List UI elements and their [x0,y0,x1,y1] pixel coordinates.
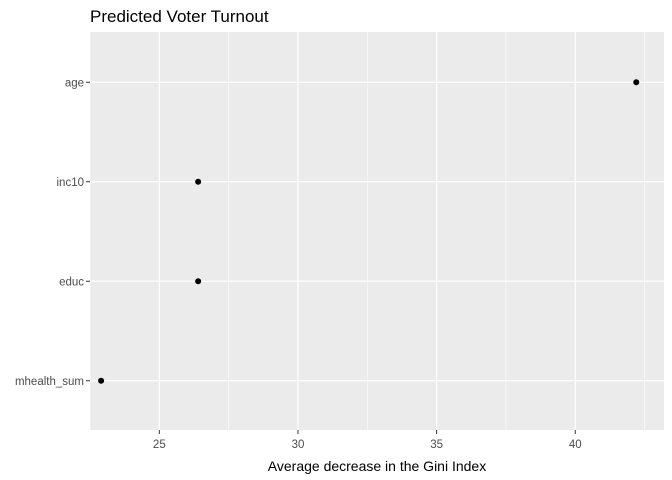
x-tick-label: 30 [292,439,305,451]
major-gridlines [90,32,664,430]
x-tick-label: 40 [569,439,582,451]
point-educ [195,278,202,285]
x-tick-labels: 25 30 35 40 [153,439,582,451]
y-tick-labels: mhealth_sum educ inc10 age [15,77,84,388]
minor-gridlines [89,32,645,430]
x-tick-label: 35 [430,439,443,451]
x-tick-label: 25 [153,439,166,451]
data-points [98,79,640,384]
point-mhealth_sum [98,377,105,384]
chart-title: Predicted Voter Turnout [90,7,269,26]
point-inc10 [195,178,202,185]
y-tick-label-inc10: inc10 [57,177,85,189]
plot-panel [90,32,664,430]
x-axis-title: Average decrease in the Gini Index [268,458,486,474]
y-tick-label-educ: educ [59,276,84,288]
y-tick-label-age: age [65,77,84,89]
point-age [633,79,640,86]
y-tick-label-mhealth_sum: mhealth_sum [15,376,84,388]
axis-ticks [86,81,576,434]
